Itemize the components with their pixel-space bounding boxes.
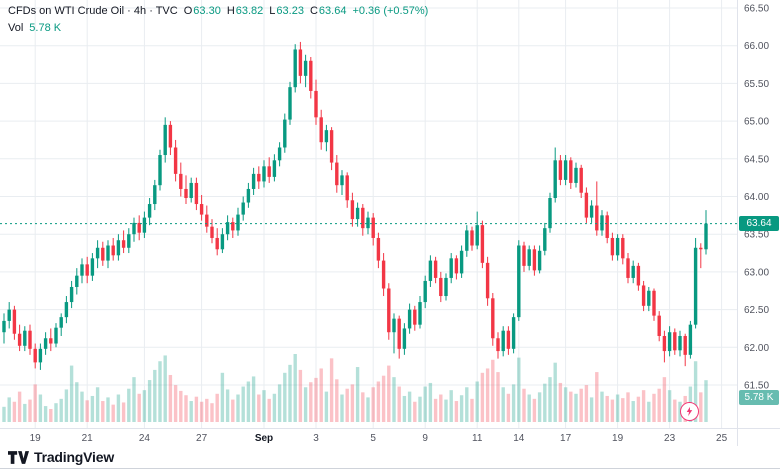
svg-text:62.00: 62.00 [744, 343, 769, 354]
time-axis[interactable]: 19 21 24 27 Sep 3 5 9 11 14 17 19 23 25 [30, 433, 728, 444]
svg-text:14: 14 [513, 433, 525, 444]
footer-bar: TradingView [0, 446, 780, 468]
svg-text:17: 17 [560, 433, 572, 444]
volume-row: Vol 5.78 K [8, 22, 428, 34]
low-field: L 63.23 [269, 5, 304, 17]
volume-value: 5.78 K [29, 22, 62, 34]
svg-text:Sep: Sep [255, 433, 273, 444]
boost-button[interactable] [680, 402, 699, 421]
svg-text:66.00: 66.00 [744, 41, 769, 52]
close-value: 63.64 [318, 5, 347, 17]
svg-text:64.00: 64.00 [744, 192, 769, 203]
tradingview-logo[interactable]: TradingView [8, 449, 114, 465]
low-label: L [269, 5, 276, 17]
svg-text:65.00: 65.00 [744, 117, 769, 128]
open-value: 63.30 [193, 5, 221, 17]
svg-text:21: 21 [82, 433, 94, 444]
open-field: O 63.30 [184, 5, 221, 17]
close-field: C 63.64 [310, 5, 346, 17]
bottom-divider [0, 468, 780, 469]
price-axis[interactable]: 66.50 66.00 65.50 65.00 64.50 64.00 63.50 63.00… [744, 4, 769, 392]
svg-text:61.50: 61.50 [744, 381, 769, 392]
svg-text:66.50: 66.50 [744, 4, 769, 15]
volume-label: Vol [8, 22, 24, 34]
open-label: O [183, 5, 193, 17]
svg-text:62.50: 62.50 [744, 305, 769, 316]
svg-text:65.50: 65.50 [744, 79, 769, 90]
symbol-description[interactable]: CFDs on WTI Crude Oil · 4h · TVC [8, 5, 178, 17]
svg-text:9: 9 [422, 433, 428, 444]
close-label: C [309, 5, 318, 17]
svg-text:23: 23 [664, 433, 676, 444]
candles [2, 41, 708, 370]
svg-text:11: 11 [472, 433, 483, 444]
svg-text:5: 5 [370, 433, 376, 444]
symbol-row: CFDs on WTI Crude Oil · 4h · TVC O 63.30 … [8, 5, 428, 17]
volume-badge: 5.78 K [739, 390, 779, 405]
svg-text:63.00: 63.00 [744, 267, 769, 278]
tradingview-logomark-icon [8, 450, 29, 464]
high-label: H [226, 5, 235, 17]
high-value: 63.82 [235, 5, 264, 17]
last-price-badge: 63.64 [739, 216, 779, 232]
volume-bars [2, 354, 708, 422]
axis-borders [0, 0, 780, 446]
candlestick-chart[interactable]: 66.50 66.00 65.50 65.00 64.50 64.00 63.50 63.00… [0, 0, 780, 446]
change-value: +0.36 (+0.57%) [352, 5, 429, 17]
svg-text:25: 25 [716, 433, 728, 444]
high-field: H 63.82 [227, 5, 263, 17]
svg-text:27: 27 [196, 433, 208, 444]
tradingview-wordmark: TradingView [34, 449, 115, 465]
svg-text:19: 19 [612, 433, 624, 444]
lightning-icon [686, 406, 693, 417]
svg-text:19: 19 [30, 433, 42, 444]
chart-legend: CFDs on WTI Crude Oil · 4h · TVC O 63.30 … [8, 5, 428, 39]
svg-text:3: 3 [313, 433, 319, 444]
svg-text:24: 24 [139, 433, 151, 444]
svg-text:64.50: 64.50 [744, 154, 769, 165]
svg-text:63.50: 63.50 [744, 230, 769, 241]
low-value: 63.23 [276, 5, 304, 17]
